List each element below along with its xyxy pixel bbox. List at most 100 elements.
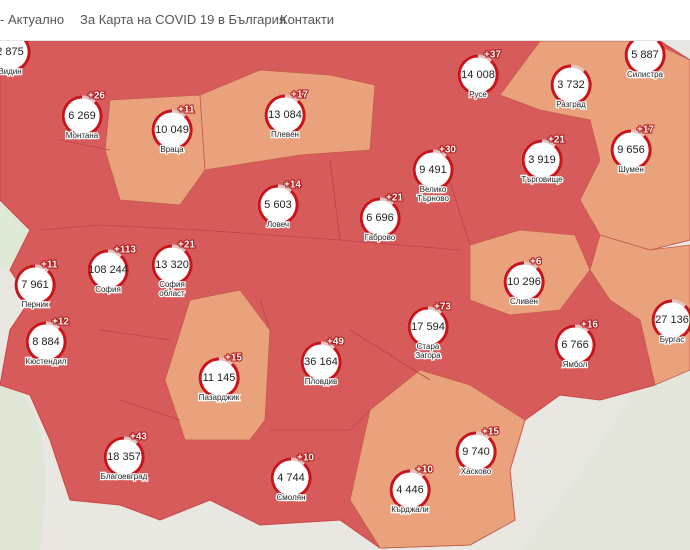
- region-marker[interactable]: 3 732 Разград: [550, 64, 592, 110]
- region-marker[interactable]: 5 887 Силистра: [624, 41, 666, 80]
- case-delta: +21: [178, 240, 195, 251]
- region-marker[interactable]: 4 446 +10 Кърджали: [389, 464, 434, 515]
- case-count: 9 491: [419, 164, 447, 176]
- region-marker[interactable]: 13 084 +17 Плевен: [264, 89, 309, 140]
- region-name: Разград: [556, 100, 586, 109]
- region-name: Ямбол: [563, 360, 588, 369]
- marker-arc: [554, 324, 596, 366]
- region-name: Русе: [469, 90, 487, 99]
- region-name: Враца: [160, 145, 184, 154]
- case-count: 2 875: [0, 46, 24, 58]
- case-delta: +6: [530, 257, 542, 268]
- region-name: Габрово: [365, 233, 396, 242]
- marker-arc: [264, 94, 306, 136]
- case-delta: +37: [484, 50, 501, 61]
- region-name: Стара: [417, 342, 440, 351]
- region-marker[interactable]: 6 696 +21 Габрово: [359, 192, 404, 243]
- region-marker[interactable]: 9 656 +17 Шумен: [610, 124, 655, 175]
- case-count: 13 084: [268, 109, 302, 121]
- region-marker[interactable]: 2 875 Видин: [0, 41, 31, 77]
- marker-arc: [87, 249, 129, 291]
- case-count: 108 244: [88, 264, 128, 276]
- region-marker[interactable]: 27 136 Бургас: [651, 299, 690, 345]
- case-delta: +21: [548, 135, 565, 146]
- nav-link[interactable]: За Карта на COVID 19 в България: [80, 12, 286, 27]
- region-marker[interactable]: 9 740 +15 Хасково: [455, 426, 500, 477]
- case-count: 14 008: [461, 69, 495, 81]
- case-delta: +15: [482, 427, 499, 438]
- marker-arc: [651, 299, 690, 341]
- case-delta: +11: [178, 105, 195, 116]
- region-name: Ловеч: [267, 220, 289, 229]
- case-count: 10 296: [507, 276, 541, 288]
- case-delta: +10: [416, 465, 433, 476]
- case-count: 9 656: [617, 144, 645, 156]
- region-marker[interactable]: 8 884 +12 Кюстендил: [24, 316, 70, 368]
- region-marker[interactable]: 18 357 +43 Благоевград: [99, 431, 148, 483]
- region-name: София: [95, 285, 121, 294]
- marker-arc: [14, 264, 56, 306]
- region-marker[interactable]: 3 919 +21 Търговище: [520, 134, 566, 186]
- region-marker[interactable]: 11 145 +15 Пазарджик: [198, 352, 244, 404]
- region-marker[interactable]: 4 744 +10 Смолян: [270, 452, 315, 503]
- marker-arc: [610, 129, 652, 171]
- region-orange: [349, 369, 526, 549]
- region-marker[interactable]: 10 049 +11 Враца: [151, 104, 196, 155]
- region-marker[interactable]: 36 164 +49 Пловдив: [300, 336, 345, 387]
- region-marker[interactable]: 10 296 +6 Сливен: [503, 256, 545, 307]
- region-name: Кърджали: [391, 505, 429, 514]
- region-marker[interactable]: 5 603 +14 Ловеч: [257, 179, 302, 230]
- region-marker[interactable]: 6 269 +26 Монтана: [61, 90, 106, 141]
- region-name: област: [159, 289, 185, 298]
- case-count: 6 269: [68, 110, 96, 122]
- case-count: 5 887: [631, 49, 659, 61]
- borders: [39, 139, 471, 431]
- region-marker[interactable]: 108 244 +113 София: [87, 244, 137, 295]
- case-count: 6 696: [366, 212, 394, 224]
- region-name: Благоевград: [101, 472, 148, 481]
- case-count: 11 145: [203, 372, 236, 384]
- case-count: 8 884: [32, 336, 60, 348]
- region-name: Шумен: [618, 165, 644, 174]
- marker-arc: [25, 321, 67, 363]
- marker-arc: [624, 41, 666, 76]
- case-delta: +17: [637, 125, 654, 136]
- case-delta: +15: [225, 353, 242, 364]
- region-name: Сливен: [510, 297, 538, 306]
- case-count: 27 136: [655, 314, 689, 326]
- region-name: Търговище: [521, 175, 563, 184]
- marker-arc: [359, 197, 401, 239]
- case-count: 36 164: [304, 356, 338, 368]
- case-delta: +30: [439, 145, 456, 156]
- region-marker[interactable]: 7 961 +11 Перник: [14, 259, 59, 310]
- region-name: Бургас: [660, 335, 685, 344]
- nav-link[interactable]: Контакти: [280, 12, 335, 27]
- terrain: [520, 370, 690, 550]
- case-count: 10 049: [155, 124, 189, 136]
- case-delta: +16: [581, 320, 598, 331]
- marker-arc: [412, 149, 454, 191]
- case-delta: +73: [434, 302, 451, 313]
- nav-bar: - Актуално За Карта на COVID 19 в Българ…: [0, 0, 690, 41]
- marker-arc: [257, 184, 299, 226]
- nav-link[interactable]: - Актуално: [0, 12, 65, 27]
- marker-arc: [151, 109, 193, 151]
- marker-arc: [151, 244, 193, 286]
- marker-arc: [61, 95, 103, 137]
- region-name: Велико: [420, 185, 447, 194]
- case-count: 17 594: [411, 321, 445, 333]
- region-name: Плевен: [271, 130, 299, 139]
- case-delta: +26: [88, 91, 105, 102]
- case-count: 9 740: [462, 446, 490, 458]
- region-name: Кюстендил: [26, 357, 67, 366]
- marker-arc: [389, 469, 431, 511]
- region-marker[interactable]: 6 766 +16 Ямбол: [554, 319, 599, 370]
- region-marker[interactable]: 14 008 +37 Русе: [457, 49, 502, 100]
- marker-arc: [0, 41, 31, 73]
- case-count: 4 446: [396, 484, 424, 496]
- region-name: Хасково: [461, 467, 492, 476]
